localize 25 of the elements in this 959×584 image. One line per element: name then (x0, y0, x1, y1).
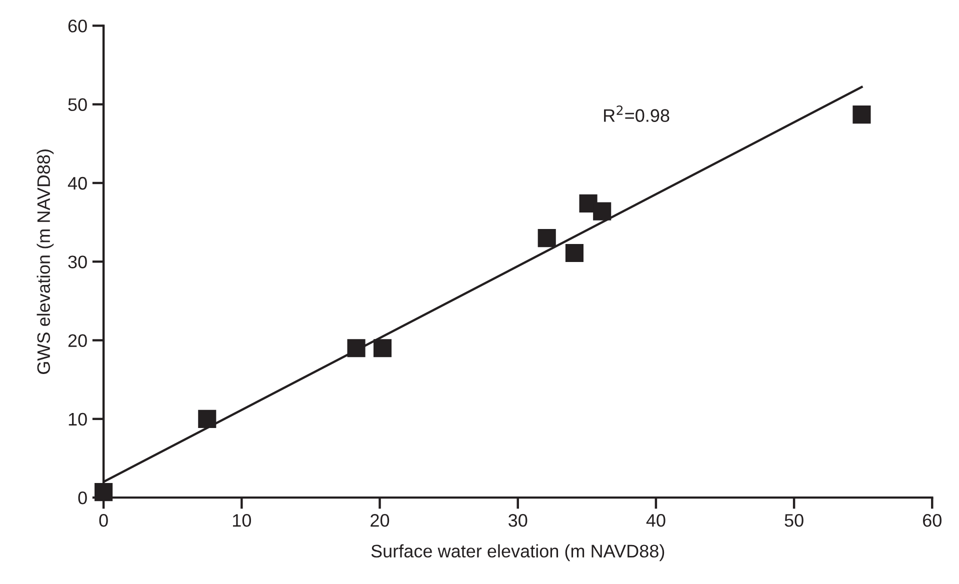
y-tick-label: 20 (68, 334, 87, 347)
x-tick-label: 0 (99, 514, 108, 527)
x-tick-label: 30 (508, 514, 528, 527)
point (538, 229, 556, 248)
point (198, 410, 216, 428)
point (852, 106, 871, 124)
point (94, 483, 113, 502)
y-tick-label: 50 (68, 98, 87, 112)
x-tick-label: 50 (784, 514, 804, 527)
annotation: R$^{2}$=0.98 (604, 105, 670, 122)
y-tick-label: 0 (78, 492, 87, 504)
x-axis-title: Surface water elevation (m NAVD88) (371, 544, 664, 562)
y-axis-title: GWS elevation (m NAVD88) (36, 150, 54, 374)
y-tick-label: 40 (68, 176, 87, 190)
x-tick-label: 20 (370, 514, 390, 527)
y-tick-label: 30 (68, 256, 87, 268)
x-tick-label: 10 (233, 514, 252, 527)
point (347, 339, 366, 358)
x-tick-label: 40 (646, 514, 666, 527)
y-tick-label: 60 (68, 20, 87, 32)
point (593, 202, 612, 220)
x-tick-label: 60 (923, 514, 942, 527)
point (565, 244, 584, 262)
y-tick-label: 10 (68, 412, 87, 426)
point (374, 339, 392, 358)
